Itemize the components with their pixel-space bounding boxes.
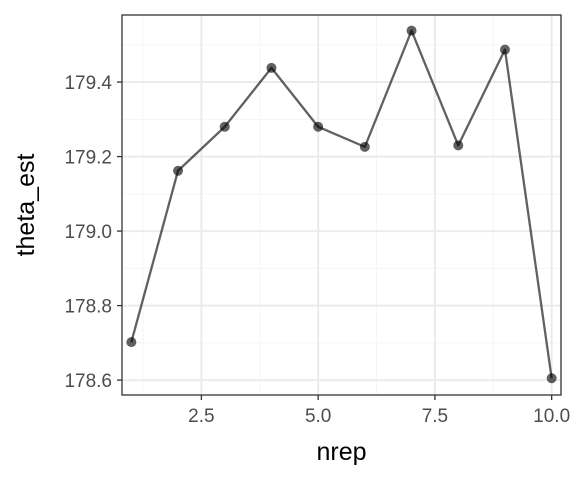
axis-ticks <box>117 81 553 400</box>
y-tick-label: 179.2 <box>64 148 112 169</box>
x-tick-label: 5.0 <box>305 406 331 427</box>
data-point <box>499 44 510 55</box>
y-tick-label: 178.6 <box>64 371 112 392</box>
data-point <box>453 140 464 151</box>
x-axis-title: nrep <box>316 438 366 466</box>
x-tick-labels: 2.5 5.0 7.5 10.0 <box>188 406 570 427</box>
data-point <box>313 121 324 132</box>
data-point <box>219 121 230 132</box>
y-tick-labels: 178.6 178.8 179.0 179.2 179.4 <box>64 73 112 392</box>
data-point <box>266 62 277 73</box>
x-tick-label: 2.5 <box>188 406 214 427</box>
data-point <box>173 165 184 176</box>
x-tick-label: 10.0 <box>533 406 570 427</box>
y-tick-label: 179.4 <box>64 73 112 94</box>
series-layer <box>126 25 557 384</box>
minor-gridlines <box>122 15 561 395</box>
series-line <box>130 29 553 379</box>
x-tick-label: 7.5 <box>422 406 448 427</box>
data-point <box>359 141 370 152</box>
plot-panel <box>122 15 561 395</box>
y-tick-label: 178.8 <box>64 297 112 318</box>
y-axis-title: theta_est <box>12 154 40 257</box>
panel-border <box>121 14 562 396</box>
y-tick-label: 179.0 <box>64 222 112 243</box>
major-gridlines <box>122 15 561 395</box>
data-point <box>126 337 137 348</box>
data-point <box>406 25 417 36</box>
data-point <box>546 373 557 384</box>
